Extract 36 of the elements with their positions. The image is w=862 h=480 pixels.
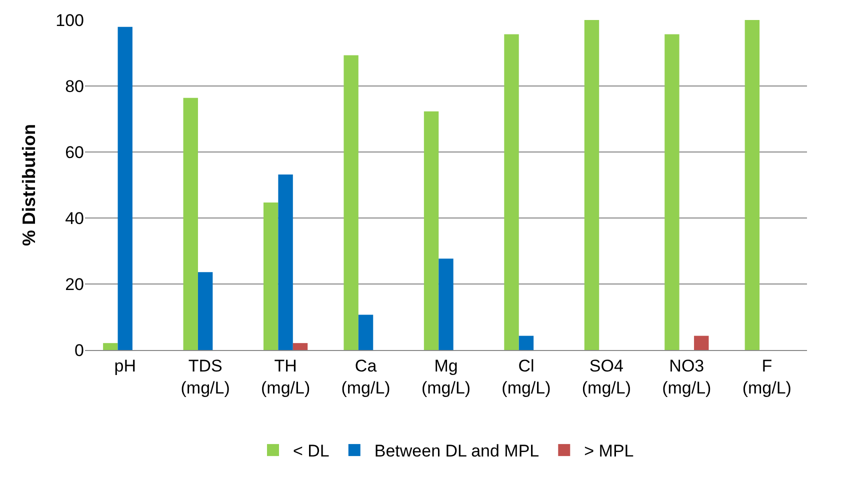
x-tick-label: F (mg/L) — [742, 356, 792, 398]
legend-label: Between DL and MPL — [374, 442, 540, 461]
y-tick-label: 80 — [65, 76, 84, 96]
x-tick-label: TDS (mg/L) — [180, 356, 230, 398]
legend-label: > MPL — [584, 442, 634, 461]
x-tick-label: TH (mg/L) — [260, 356, 310, 398]
legend-label: < DL — [293, 442, 330, 461]
bar — [584, 20, 600, 350]
x-tick-label: pH — [114, 356, 136, 376]
bar — [518, 336, 534, 350]
bar — [504, 34, 519, 350]
bar — [292, 343, 308, 350]
bar — [118, 26, 132, 350]
bar — [183, 98, 198, 350]
y-tick-label: 40 — [65, 208, 84, 228]
y-tick-label: 20 — [65, 274, 84, 294]
bar — [664, 34, 680, 350]
x-tick-label: NO3 (mg/L) — [662, 356, 712, 398]
bar — [198, 272, 213, 350]
bar — [358, 314, 374, 350]
bar — [103, 343, 118, 350]
y-tick-label: 0 — [74, 340, 84, 360]
bar — [424, 111, 439, 350]
y-tick-label: 60 — [65, 142, 84, 162]
bar — [438, 258, 454, 350]
x-tick-label: Mg (mg/L) — [421, 356, 471, 398]
bar — [344, 55, 358, 350]
bar — [278, 174, 293, 350]
bar — [263, 202, 278, 350]
bar — [744, 20, 760, 350]
y-tick-label: 100 — [56, 10, 84, 30]
y-axis-title: % Distribution — [18, 124, 39, 246]
x-tick-label: Ca (mg/L) — [341, 356, 390, 398]
bar — [694, 336, 709, 350]
x-tick-label: Cl (mg/L) — [502, 356, 551, 398]
x-tick-label: SO4 (mg/L) — [582, 356, 632, 398]
